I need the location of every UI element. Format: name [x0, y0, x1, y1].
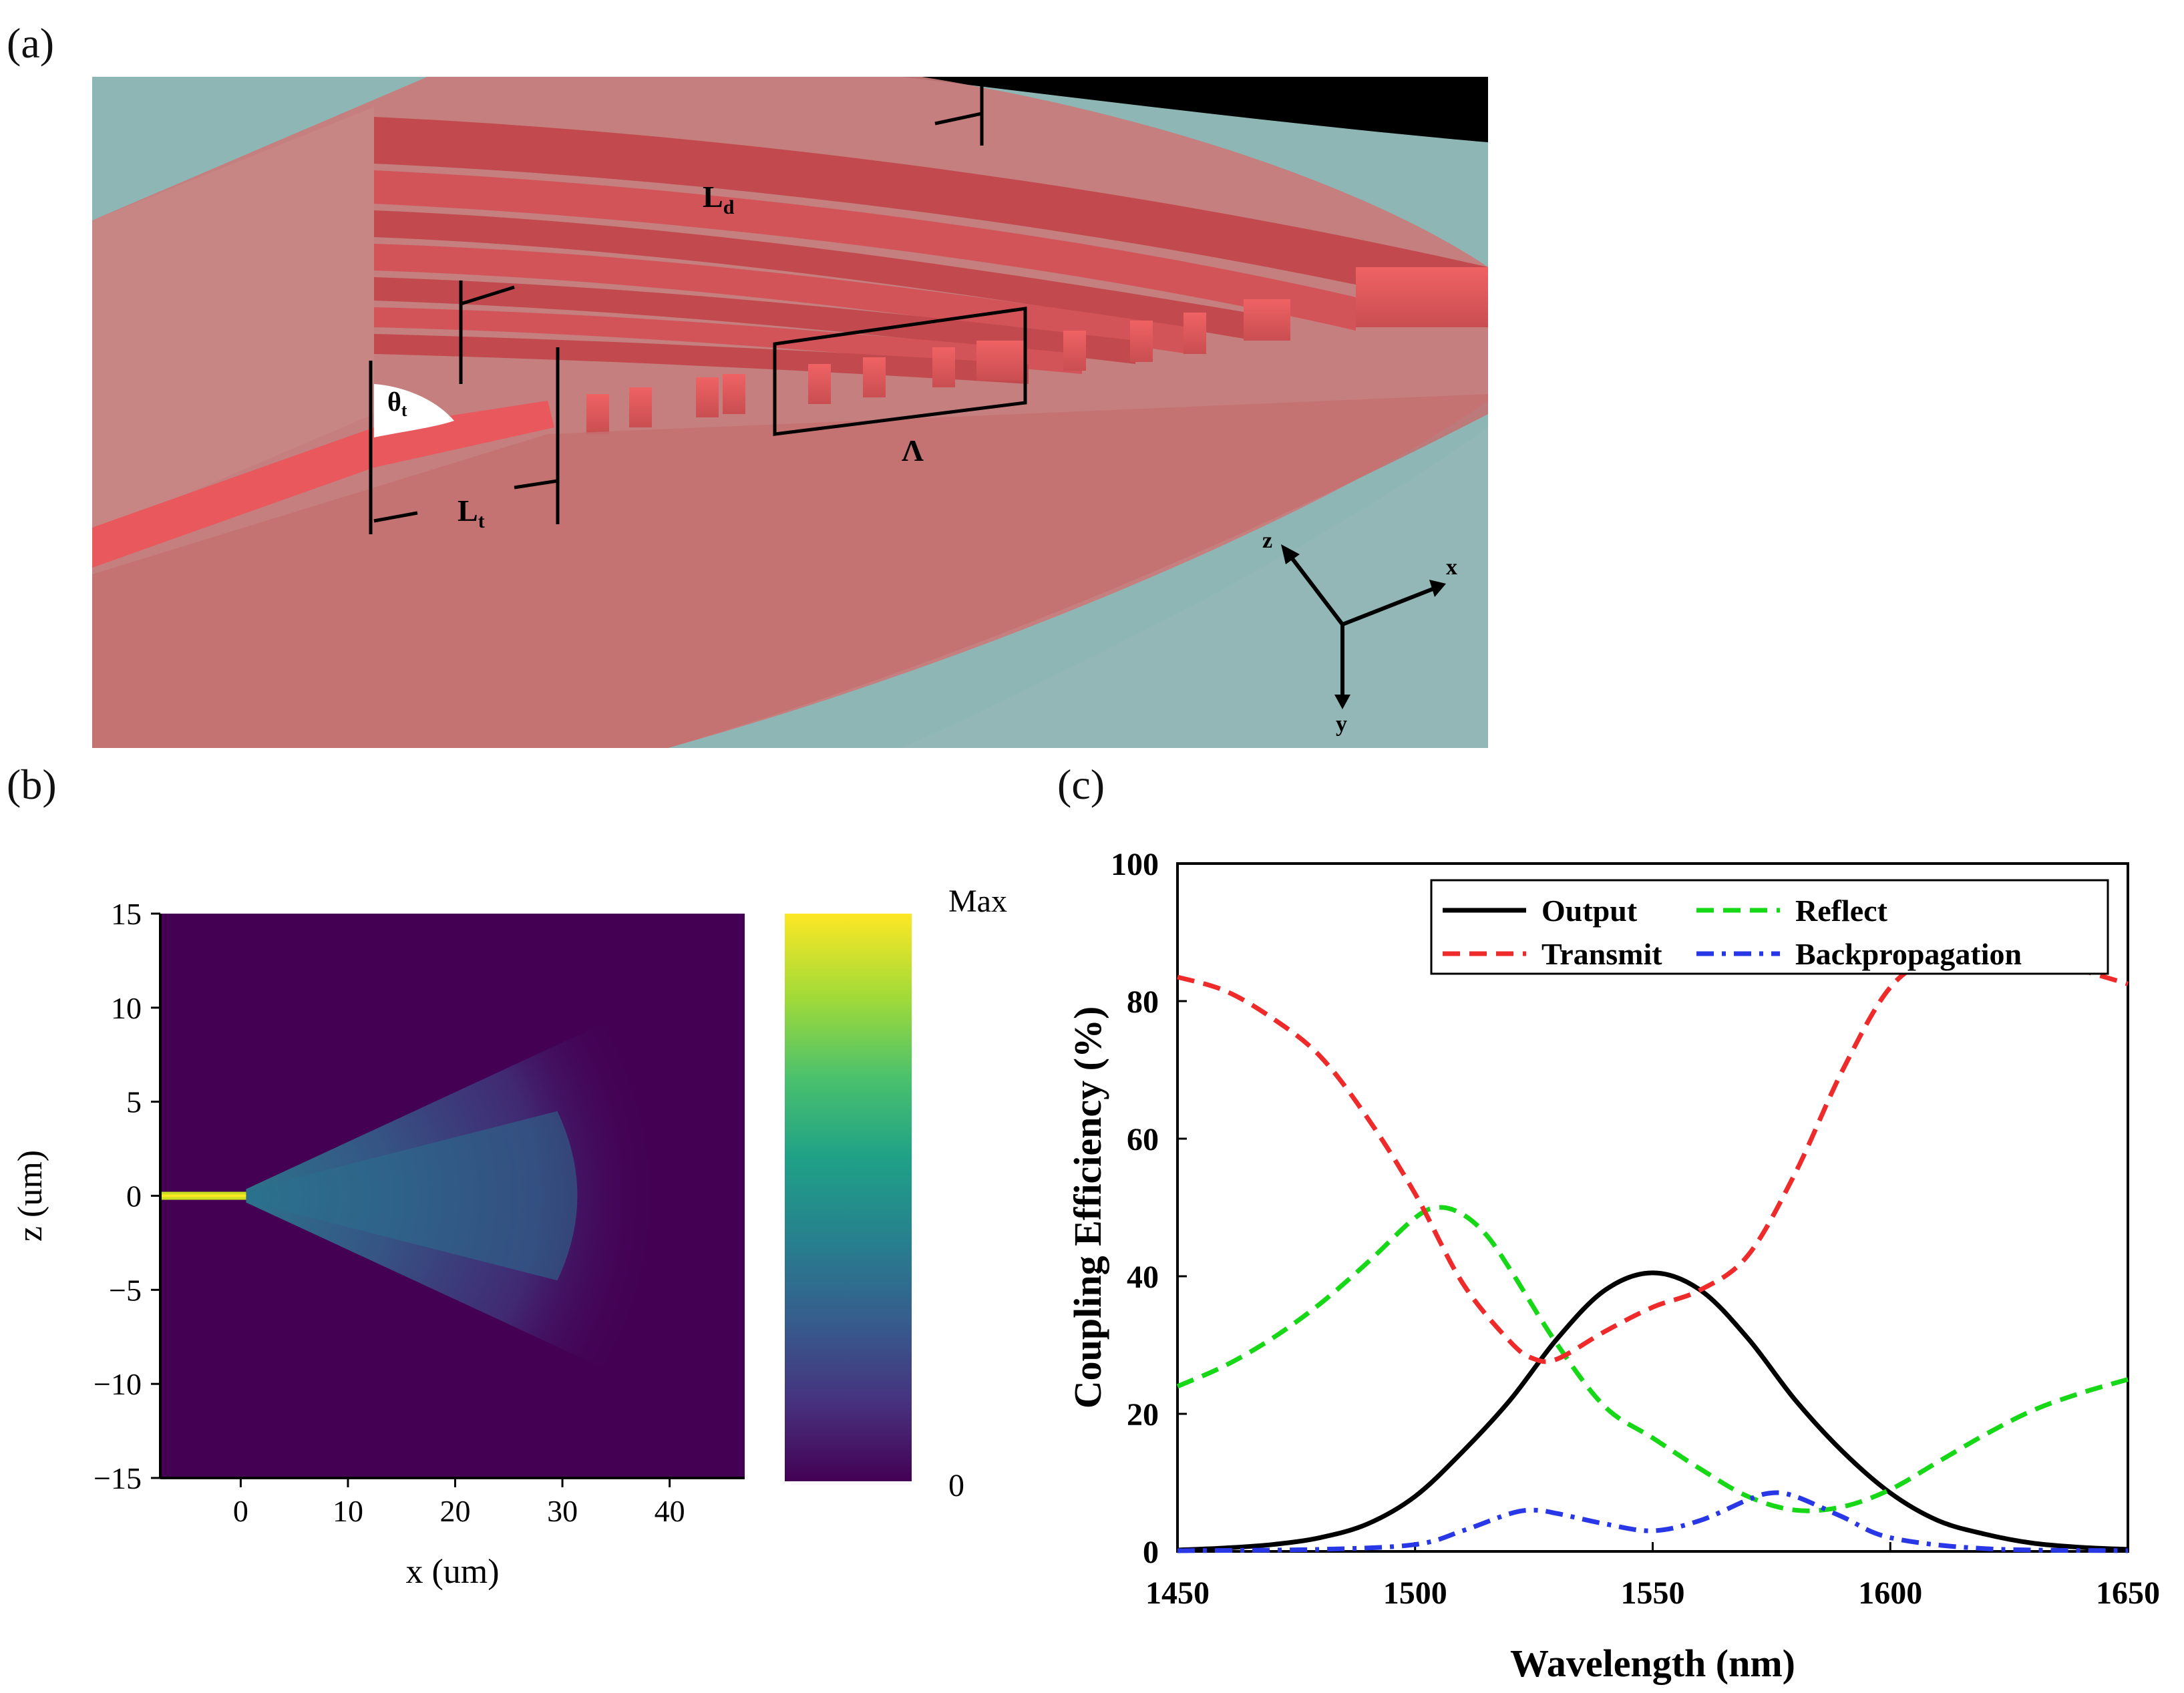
grating-coupler-illustration: Ld θt Lt Λ z x y — [92, 77, 1488, 748]
legend-label: Backpropagation — [1795, 937, 2022, 971]
x-tick-label: 1600 — [1858, 1575, 1922, 1611]
x-tick-label: 1450 — [1145, 1575, 1210, 1611]
colorbar-min-label: 0 — [948, 1468, 964, 1503]
axes-triad — [1281, 544, 1446, 709]
y-tick-label: −10 — [94, 1367, 142, 1401]
x-tick-label: 30 — [547, 1494, 578, 1528]
beam-core — [246, 1111, 578, 1281]
y-tick-label: 15 — [111, 897, 142, 931]
theta-region — [374, 384, 454, 437]
colorbar-max-label: Max — [948, 884, 1007, 919]
legend-label: Transmit — [1541, 937, 1662, 971]
x-axis-title: Wavelength (nm) — [1510, 1642, 1795, 1685]
ridge-front-faces — [586, 267, 1488, 434]
x-tick-label: 0 — [233, 1494, 248, 1528]
y-axis-title: z (um) — [11, 1150, 49, 1242]
annotation-lines — [369, 77, 1027, 534]
lower-plate — [92, 394, 1488, 748]
y-tick-label: 60 — [1127, 1122, 1159, 1157]
label-theta: θt — [387, 387, 407, 420]
waveguide-mode-peak — [160, 1194, 246, 1197]
heatmap-area — [160, 914, 745, 1478]
grating-ridges — [374, 117, 1488, 384]
axis-y-label: y — [1336, 712, 1347, 737]
label-Ld: Ld — [703, 180, 735, 218]
x-tick-label: 1500 — [1383, 1575, 1447, 1611]
colorbar — [785, 914, 912, 1481]
y-tick-label: 0 — [126, 1179, 142, 1213]
x-axis-title: x (um) — [405, 1553, 499, 1591]
y-tick-label: 40 — [1127, 1260, 1159, 1295]
device-top-plane — [92, 107, 374, 534]
legend-label: Reflect — [1795, 894, 1888, 928]
axis-x-label: x — [1446, 555, 1457, 580]
x-tick-label: 20 — [440, 1494, 471, 1528]
series-line-output — [1177, 1270, 2129, 1553]
x-tick-label: 40 — [655, 1494, 685, 1528]
legend-label: Output — [1541, 894, 1638, 928]
legend-box — [1430, 879, 2109, 975]
series-line-reflect — [1176, 1205, 2129, 1513]
y-tick-label: 10 — [111, 991, 142, 1025]
label-Lt: Lt — [458, 494, 485, 532]
y-axis-title: Coupling Efficiency (%) — [1066, 1006, 1109, 1409]
y-tick-label: 5 — [126, 1085, 142, 1119]
series-line-backpropagation — [1177, 1490, 2129, 1553]
panel-label-c: (c) — [1057, 761, 1105, 808]
axis-z-label: z — [1262, 528, 1272, 553]
waveguide-mode — [160, 1191, 246, 1200]
y-tick-label: −5 — [109, 1273, 142, 1307]
panel-label-a: (a) — [7, 19, 55, 67]
series-line-transmit — [1177, 950, 2129, 1364]
scene-shadow — [902, 77, 1488, 142]
x-tick-label: 10 — [333, 1494, 363, 1528]
x-tick-label: 1650 — [2096, 1575, 2160, 1611]
label-lambda: Λ — [902, 433, 924, 467]
plot-frame — [1176, 862, 2129, 1553]
x-tick-label: 1550 — [1621, 1575, 1685, 1611]
y-tick-label: 100 — [1111, 847, 1159, 882]
y-tick-label: 0 — [1143, 1535, 1159, 1570]
y-tick-label: 80 — [1127, 984, 1159, 1020]
y-tick-label: −15 — [94, 1461, 142, 1495]
panel-label-b: (b) — [7, 761, 57, 808]
taper-waveguide — [92, 401, 554, 568]
y-tick-label: 20 — [1127, 1397, 1159, 1433]
beam-cone — [246, 1007, 661, 1384]
legend: Output Reflect Transmit Backpropagation — [1430, 879, 2109, 975]
